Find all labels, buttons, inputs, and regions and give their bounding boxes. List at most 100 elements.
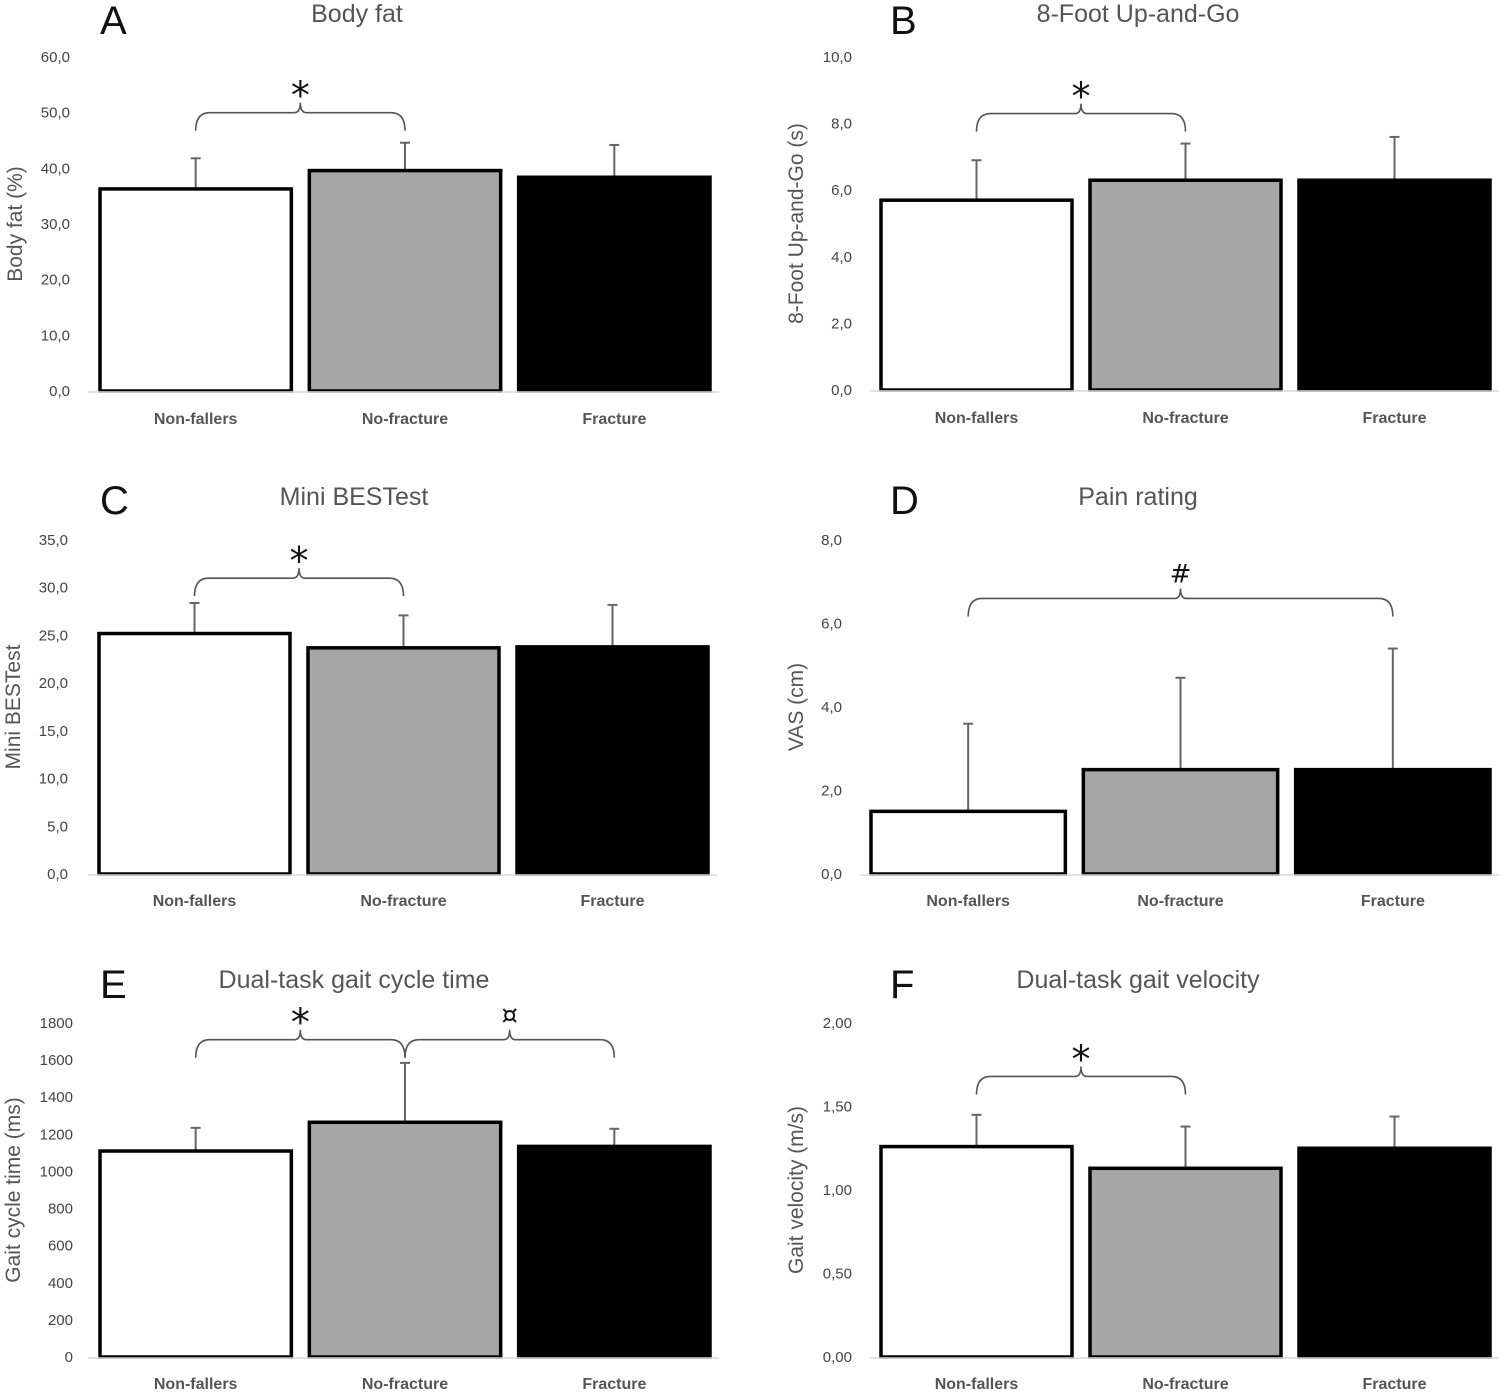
y-tick-label: 15,0 <box>39 723 68 740</box>
bar <box>879 198 1074 392</box>
y-tick-label: 0,0 <box>47 866 68 883</box>
y-tick-label: 8,0 <box>821 532 842 549</box>
chart-panel-a: A Body fat Body fat (%) 0,0 10,0 20,0 30,0 40,0… <box>4 0 719 428</box>
chart-panel-e: E Dual-task gait cycle time Gait cycle tim… <box>2 963 719 1392</box>
category-label: No-fracture <box>362 1376 448 1392</box>
y-axis-label: Body fat (%) <box>4 166 27 282</box>
y-tick-label: 4,0 <box>831 249 852 266</box>
y-tick-label: 0,0 <box>821 866 842 883</box>
y-tick-label: 1,00 <box>823 1182 852 1199</box>
bar <box>97 631 292 876</box>
y-tick-label: 1400 <box>40 1089 73 1106</box>
bar <box>879 1144 1074 1359</box>
panel-letter: F <box>890 963 914 1007</box>
category-label: Fracture <box>1361 893 1425 910</box>
category-label: Non-fallers <box>153 893 237 910</box>
bar <box>98 1149 294 1359</box>
y-tick-label: 1000 <box>40 1163 73 1180</box>
y-tick-label: 800 <box>48 1201 73 1218</box>
significance-bracket <box>975 1066 1187 1095</box>
y-tick-label: 35,0 <box>39 532 68 549</box>
y-tick-label: 25,0 <box>39 627 68 644</box>
category-label: Non-fallers <box>154 1376 238 1392</box>
significance-bracket <box>194 102 406 131</box>
y-tick-label: 20,0 <box>39 675 68 692</box>
significance-marker: * <box>1072 1037 1091 1081</box>
panel-letter: E <box>100 963 127 1007</box>
category-label: No-fracture <box>362 411 448 428</box>
y-axis-label: Gait velocity (m/s) <box>785 1106 808 1274</box>
bar <box>1088 178 1283 392</box>
bar <box>515 645 710 876</box>
chart-panel-d: D Pain rating VAS (cm) 0,0 2,0 4,0 6,0 8,0 Non-f… <box>785 479 1499 910</box>
y-axis-label: 8-Foot Up-and-Go (s) <box>785 123 808 324</box>
chart-panel-b: B 8-Foot Up-and-Go 8-Foot Up-and-Go (s) 0,0… <box>785 0 1499 427</box>
category-label: Non-fallers <box>154 411 238 428</box>
y-tick-label: 10,0 <box>39 771 68 788</box>
category-label: No-fracture <box>1142 410 1228 427</box>
y-tick-label: 0,0 <box>831 382 852 399</box>
y-tick-label: 2,0 <box>831 315 852 332</box>
significance-bracket <box>404 1029 616 1058</box>
y-tick-label: 0,0 <box>49 383 70 400</box>
category-label: No-fracture <box>1137 893 1223 910</box>
significance-marker: * <box>1072 75 1091 119</box>
category-label: Fracture <box>1362 410 1426 427</box>
y-tick-label: 600 <box>48 1238 73 1255</box>
y-tick-label: 50,0 <box>41 105 70 122</box>
category-label: Fracture <box>582 1376 646 1392</box>
y-tick-label: 10,0 <box>823 49 852 66</box>
panel-letter: A <box>100 0 127 43</box>
significance-marker: ¤ <box>501 1001 518 1031</box>
y-tick-label: 8,0 <box>831 116 852 133</box>
bar <box>1297 178 1492 392</box>
y-axis-label: Mini BESTest <box>2 644 25 769</box>
category-label: No-fracture <box>1142 1376 1228 1392</box>
y-tick-label: 200 <box>48 1312 73 1329</box>
panel-letter: C <box>100 479 129 523</box>
y-axis-label: Gait cycle time (ms) <box>2 1097 25 1283</box>
y-axis-label: VAS (cm) <box>785 663 808 751</box>
category-label: Non-fallers <box>935 410 1019 427</box>
bar <box>869 809 1068 876</box>
significance-marker: # <box>1170 559 1192 589</box>
category-label: No-fracture <box>360 893 446 910</box>
y-tick-label: 6,0 <box>821 616 842 633</box>
y-tick-label: 40,0 <box>41 160 70 177</box>
significance-marker: * <box>291 1001 310 1045</box>
y-tick-label: 2,0 <box>821 783 842 800</box>
bar <box>516 1144 712 1359</box>
bar <box>306 646 501 876</box>
category-label: Non-fallers <box>935 1376 1019 1392</box>
y-tick-label: 1200 <box>40 1126 73 1143</box>
y-tick-label: 5,0 <box>47 818 68 835</box>
bar <box>307 1120 503 1359</box>
chart-title: Body fat <box>311 0 403 28</box>
y-tick-label: 60,0 <box>41 49 70 66</box>
bar <box>1088 1166 1283 1359</box>
y-tick-label: 20,0 <box>41 272 70 289</box>
panel-letter: B <box>890 0 917 43</box>
significance-marker: * <box>290 539 309 583</box>
chart-panel-c: C Mini BESTest Mini BESTest 0,0 5,0 10,0 15,0 2… <box>2 479 717 910</box>
chart-title: Mini BESTest <box>280 483 429 511</box>
y-tick-label: 10,0 <box>41 327 70 344</box>
category-label: Fracture <box>580 893 644 910</box>
significance-bracket <box>967 588 1394 617</box>
bar <box>1293 767 1492 876</box>
panel-letter: D <box>890 479 919 523</box>
bar <box>307 168 503 393</box>
significance-marker: * <box>291 74 310 118</box>
chart-title: Dual-task gait cycle time <box>219 966 490 994</box>
category-label: Fracture <box>582 411 646 428</box>
y-tick-label: 30,0 <box>41 216 70 233</box>
y-tick-label: 0,00 <box>823 1349 852 1366</box>
y-tick-label: 0,50 <box>823 1266 852 1283</box>
y-tick-label: 400 <box>48 1275 73 1292</box>
y-tick-label: 1600 <box>40 1052 73 1069</box>
chart-title: Dual-task gait velocity <box>1016 966 1260 994</box>
chart-title: Pain rating <box>1078 483 1198 511</box>
bar <box>98 187 294 393</box>
chart-panel-f: F Dual-task gait velocity Gait velocity (m… <box>785 963 1499 1392</box>
y-tick-label: 0 <box>65 1349 73 1366</box>
